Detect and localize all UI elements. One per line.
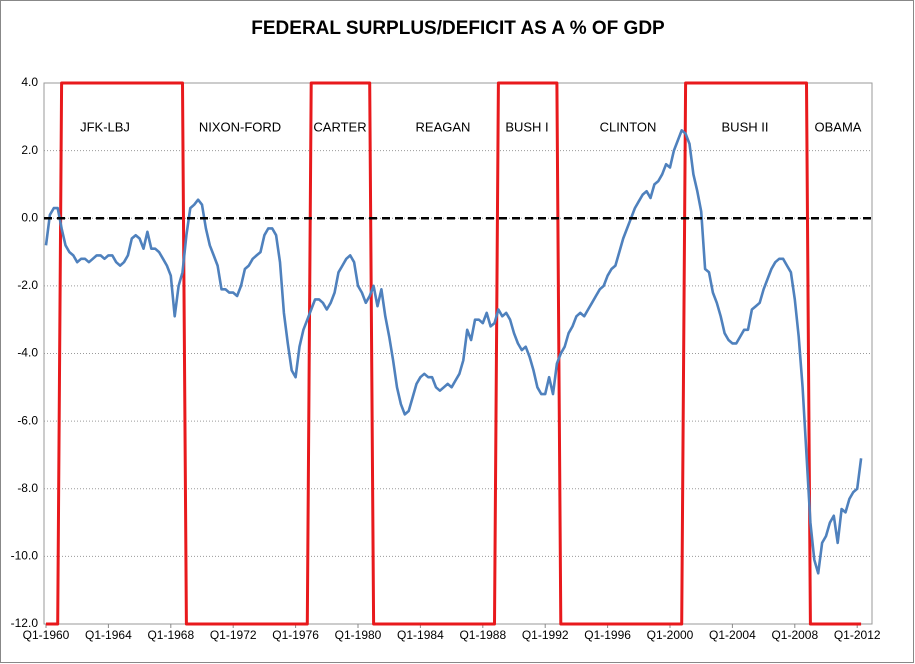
chart-title: FEDERAL SURPLUS/DEFICIT AS A % OF GDP — [251, 18, 665, 39]
x-tick-label: Q1-1992 — [522, 628, 569, 642]
x-tick-label: Q1-2004 — [709, 628, 756, 642]
data-line — [44, 129, 863, 575]
y-tick-label: -6.0 — [17, 413, 38, 427]
y-tick-label: 0.0 — [21, 210, 38, 224]
y-tick-label: -2.0 — [17, 278, 38, 292]
x-tick-label: Q1-1964 — [85, 628, 132, 642]
term-label: OBAMA — [815, 119, 862, 134]
x-tick-label: Q1-2012 — [834, 628, 881, 642]
term-label: CARTER — [313, 119, 366, 134]
y-tick-label: 2.0 — [21, 143, 38, 157]
term-label: NIXON-FORD — [199, 119, 281, 134]
term-label: BUSH II — [722, 119, 769, 134]
term-label: BUSH I — [505, 119, 548, 134]
y-tick-label: 4.0 — [21, 75, 38, 89]
y-tick-label: -12.0 — [11, 616, 39, 630]
x-tick-label: Q1-1988 — [459, 628, 506, 642]
x-tick-label: Q1-1996 — [584, 628, 631, 642]
x-tick-label: Q1-1972 — [210, 628, 257, 642]
term-label: CLINTON — [600, 119, 657, 134]
x-tick-label: Q1-1968 — [147, 628, 194, 642]
x-tick-label: Q1-1960 — [23, 628, 70, 642]
x-tick-label: Q1-1976 — [272, 628, 319, 642]
term-label: REAGAN — [416, 119, 471, 134]
x-tick-label: Q1-1980 — [335, 628, 382, 642]
x-tick-label: Q1-2000 — [647, 628, 694, 642]
y-tick-label: -10.0 — [11, 549, 39, 563]
x-tick-label: Q1-2008 — [771, 628, 818, 642]
term-label: JFK-LBJ — [80, 119, 130, 134]
term-line — [46, 81, 862, 626]
x-tick-label: Q1-1984 — [397, 628, 444, 642]
y-tick-label: -8.0 — [17, 481, 38, 495]
y-tick-label: -4.0 — [17, 346, 38, 360]
